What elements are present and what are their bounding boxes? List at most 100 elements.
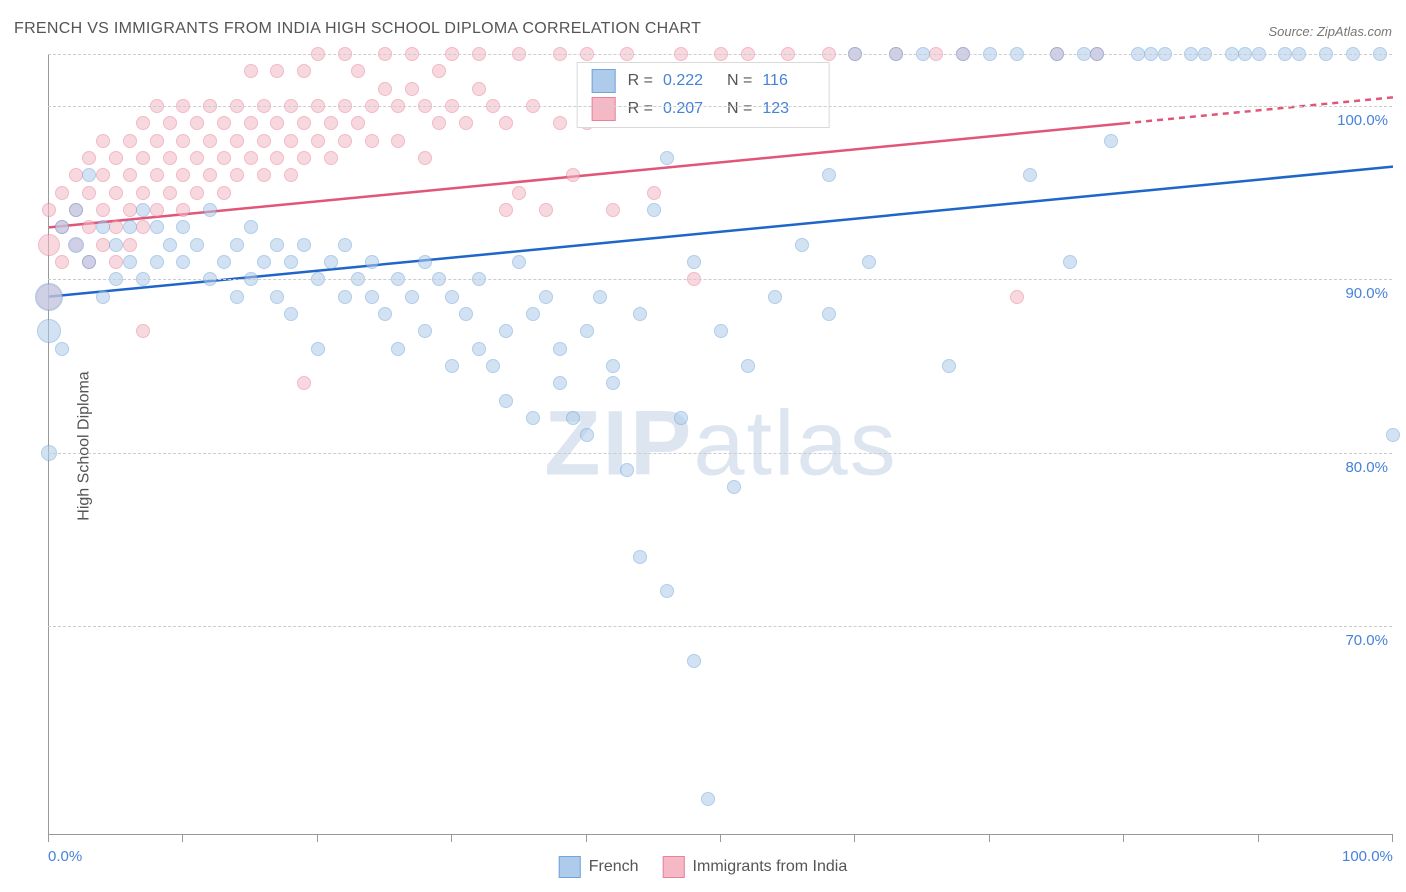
scatter-layer (49, 54, 1393, 834)
scatter-point-immigrants-from-india (365, 134, 379, 148)
scatter-point-immigrants-from-india (606, 203, 620, 217)
chart-container: FRENCH VS IMMIGRANTS FROM INDIA HIGH SCH… (0, 0, 1406, 892)
scatter-point-french (391, 342, 405, 356)
scatter-point-immigrants-from-india (297, 151, 311, 165)
scatter-point-french (150, 255, 164, 269)
chart-title: FRENCH VS IMMIGRANTS FROM INDIA HIGH SCH… (14, 20, 701, 38)
scatter-point-french (539, 290, 553, 304)
scatter-point-immigrants-from-india (244, 151, 258, 165)
x-tick (989, 834, 990, 842)
scatter-point-french (365, 290, 379, 304)
scatter-point-immigrants-from-india (311, 134, 325, 148)
x-tick (720, 834, 721, 842)
scatter-point-immigrants-from-india (566, 168, 580, 182)
n-value-india: 123 (762, 100, 814, 118)
scatter-point-french (526, 411, 540, 425)
scatter-point-french (418, 324, 432, 338)
scatter-point-immigrants-from-india (176, 134, 190, 148)
scatter-point-french (499, 394, 513, 408)
scatter-point-immigrants-from-india (418, 151, 432, 165)
swatch-india (592, 97, 616, 121)
x-tick (1258, 834, 1259, 842)
scatter-point-french (862, 255, 876, 269)
scatter-point-french (499, 324, 513, 338)
n-value-french: 116 (762, 72, 814, 90)
scatter-point-immigrants-from-india (123, 203, 137, 217)
scatter-point-french (297, 238, 311, 252)
scatter-point-immigrants-from-india (257, 168, 271, 182)
scatter-point-french (365, 255, 379, 269)
scatter-point-immigrants-from-india (338, 134, 352, 148)
scatter-point-immigrants-from-india (136, 324, 150, 338)
scatter-point-immigrants-from-india (647, 186, 661, 200)
scatter-point-french (459, 307, 473, 321)
scatter-point-immigrants-from-india (163, 186, 177, 200)
scatter-point-immigrants-from-india (230, 134, 244, 148)
scatter-point-immigrants-from-india (499, 116, 513, 130)
scatter-point-french (486, 359, 500, 373)
scatter-point-immigrants-from-india (55, 186, 69, 200)
scatter-point-immigrants-from-india (69, 168, 83, 182)
scatter-point-immigrants-from-india (109, 151, 123, 165)
scatter-point-immigrants-from-india (230, 168, 244, 182)
scatter-point-french (123, 220, 137, 234)
scatter-point-french (553, 376, 567, 390)
scatter-point-immigrants-from-india (351, 116, 365, 130)
gridline (48, 54, 1392, 55)
x-tick (1123, 834, 1124, 842)
y-tick-label: 70.0% (1345, 632, 1388, 649)
scatter-point-french (620, 463, 634, 477)
scatter-point-french (244, 220, 258, 234)
gridline (48, 106, 1392, 107)
scatter-point-french (701, 792, 715, 806)
scatter-point-immigrants-from-india (163, 151, 177, 165)
scatter-point-immigrants-from-india (150, 203, 164, 217)
scatter-point-french (566, 411, 580, 425)
legend-swatch-india (663, 856, 685, 878)
scatter-point-french (55, 342, 69, 356)
scatter-point-immigrants-from-india (244, 64, 258, 78)
scatter-point-french (69, 203, 83, 217)
scatter-point-french (1386, 428, 1400, 442)
scatter-point-french (109, 238, 123, 252)
source-label: Source: ZipAtlas.com (1268, 24, 1392, 39)
x-tick-label: 0.0% (48, 848, 82, 865)
scatter-point-immigrants-from-india (82, 220, 96, 234)
scatter-point-french (82, 168, 96, 182)
series-legend: French Immigrants from India (559, 856, 848, 878)
scatter-point-french (687, 654, 701, 668)
scatter-point-immigrants-from-india (136, 220, 150, 234)
scatter-point-french (1063, 255, 1077, 269)
scatter-point-french (311, 342, 325, 356)
scatter-point-french (270, 238, 284, 252)
scatter-point-french (176, 220, 190, 234)
x-tick (854, 834, 855, 842)
scatter-point-immigrants-from-india (284, 134, 298, 148)
scatter-point-immigrants-from-india (217, 151, 231, 165)
scatter-point-immigrants-from-india (324, 151, 338, 165)
gridline (48, 626, 1392, 627)
x-tick (451, 834, 452, 842)
scatter-point-french (741, 359, 755, 373)
scatter-point-immigrants-from-india (38, 234, 60, 256)
r-value-french: 0.222 (663, 72, 715, 90)
scatter-point-french (190, 238, 204, 252)
scatter-point-french (230, 290, 244, 304)
gridline (48, 279, 1392, 280)
scatter-point-immigrants-from-india (257, 134, 271, 148)
scatter-point-french (647, 203, 661, 217)
scatter-point-french (82, 255, 96, 269)
scatter-point-french (660, 151, 674, 165)
scatter-point-french (203, 203, 217, 217)
scatter-point-french (822, 168, 836, 182)
scatter-point-immigrants-from-india (499, 203, 513, 217)
scatter-point-french (606, 359, 620, 373)
scatter-point-french (687, 255, 701, 269)
scatter-point-french (768, 290, 782, 304)
scatter-point-french (580, 428, 594, 442)
scatter-point-french (1104, 134, 1118, 148)
legend-swatch-french (559, 856, 581, 878)
scatter-point-french (445, 290, 459, 304)
scatter-point-french (553, 342, 567, 356)
scatter-point-immigrants-from-india (190, 151, 204, 165)
